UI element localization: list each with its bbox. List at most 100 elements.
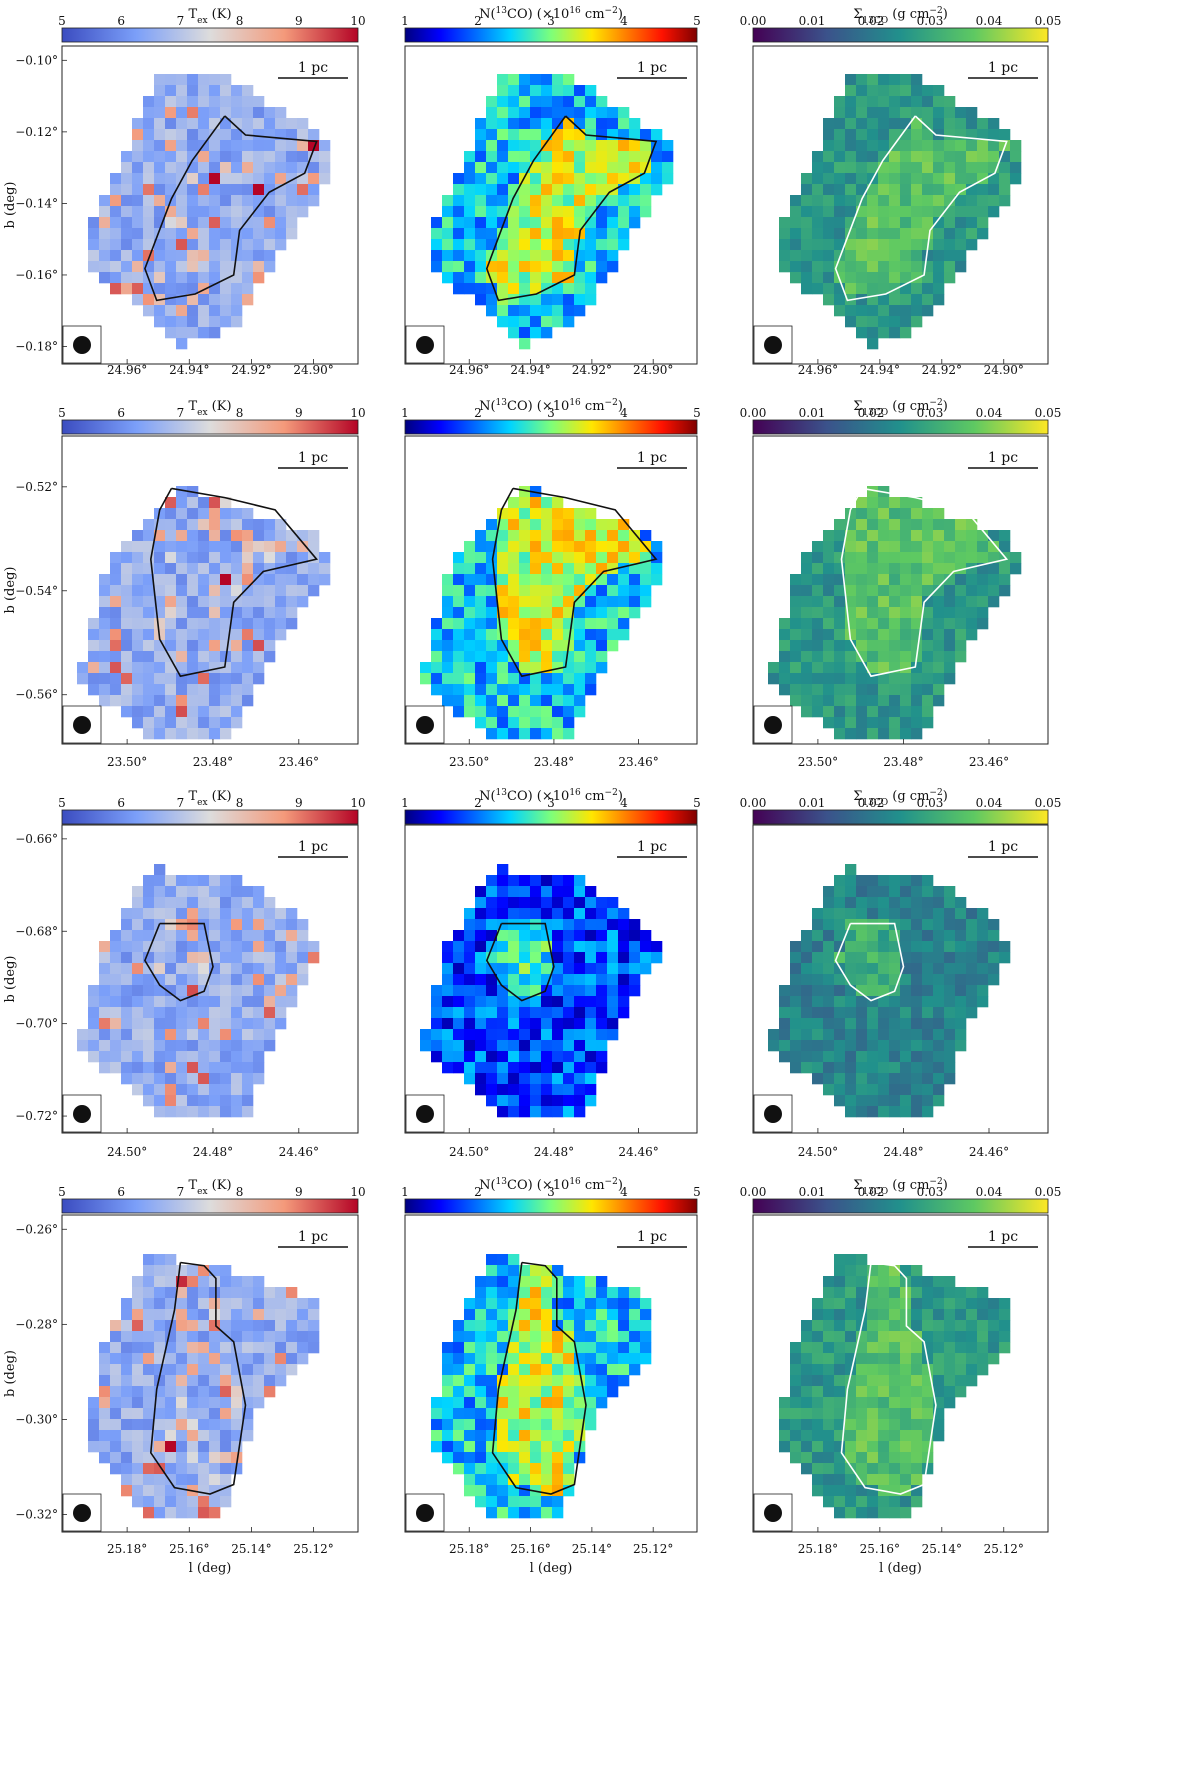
map-pixel <box>574 963 586 975</box>
map-pixel <box>922 294 934 306</box>
map-pixel <box>431 1419 443 1431</box>
map-pixel <box>911 1331 923 1343</box>
map-pixel <box>845 640 857 652</box>
map-pixel <box>889 250 901 262</box>
map-pixel <box>596 596 608 608</box>
map-pixel <box>231 151 243 163</box>
map-pixel <box>165 908 177 920</box>
map-pixel <box>834 1430 846 1442</box>
map-pixel <box>264 217 276 229</box>
map-pixel <box>629 585 641 597</box>
map-pixel <box>198 1106 210 1118</box>
map-pixel <box>198 250 210 262</box>
map-pixel <box>900 941 912 953</box>
x-tick-label: 25.18° <box>798 1542 838 1556</box>
map-pixel <box>154 316 166 328</box>
map-pixel <box>519 897 531 909</box>
map-pixel <box>275 930 287 942</box>
map-pixel <box>922 886 934 898</box>
map-pixel <box>209 552 221 564</box>
map-pixel <box>585 118 597 130</box>
map-pixel <box>286 974 298 986</box>
map-pixel <box>88 996 100 1008</box>
map-pixel <box>154 1073 166 1085</box>
map-pixel <box>519 1386 531 1398</box>
map-pixel <box>275 908 287 920</box>
map-pixel <box>132 930 144 942</box>
map-pixel <box>878 673 890 685</box>
map-pixel <box>530 1073 542 1085</box>
map-pixel <box>297 1309 309 1321</box>
map-pixel <box>530 952 542 964</box>
map-pixel <box>475 651 487 663</box>
map-pixel <box>834 1062 846 1074</box>
map-pixel <box>275 217 287 229</box>
map-pixel <box>933 1419 945 1431</box>
map-pixel <box>530 283 542 295</box>
map-pixel <box>519 1507 531 1519</box>
map-pixel <box>889 1062 901 1074</box>
map-pixel <box>966 963 978 975</box>
map-pixel <box>845 228 857 240</box>
map-pixel <box>563 919 575 931</box>
map-pixel <box>618 173 630 185</box>
map-pixel <box>790 272 802 284</box>
map-pixel <box>275 596 287 608</box>
map-pixel <box>88 1018 100 1030</box>
map-pixel <box>823 1040 835 1052</box>
map-pixel <box>176 239 188 251</box>
map-pixel <box>508 74 520 86</box>
map-pixel <box>453 195 465 207</box>
map-pixel <box>442 1051 454 1063</box>
map-pixel <box>143 908 155 920</box>
map-pixel <box>286 919 298 931</box>
map-pixel <box>779 1029 791 1041</box>
map-pixel <box>508 1441 520 1453</box>
map-pixel <box>889 596 901 608</box>
map-pixel <box>911 695 923 707</box>
map-pixel <box>640 173 652 185</box>
map-pixel <box>845 963 857 975</box>
map-pixel <box>845 1265 857 1277</box>
map-pixel <box>823 1062 835 1074</box>
map-pixel <box>220 952 232 964</box>
map-pixel <box>132 651 144 663</box>
map-pixel <box>475 941 487 953</box>
map-pixel <box>143 1309 155 1321</box>
map-pixel <box>508 886 520 898</box>
map-pixel <box>187 662 199 674</box>
map-pixel <box>442 1408 454 1420</box>
x-tick-label: 23.50° <box>449 755 489 769</box>
map-pixel <box>519 1265 531 1277</box>
map-pixel <box>519 1419 531 1431</box>
scale-bar-label: 1 pc <box>298 450 328 466</box>
map-pixel <box>845 129 857 141</box>
map-pixel <box>508 129 520 141</box>
map-pixel <box>574 952 586 964</box>
map-pixel <box>442 1397 454 1409</box>
map-pixel <box>955 941 967 953</box>
map-pixel <box>110 261 122 273</box>
map-pixel <box>563 952 575 964</box>
map-pixel <box>552 1287 564 1299</box>
map-pixel <box>154 618 166 630</box>
map-pixel <box>845 508 857 520</box>
map-pixel <box>911 886 923 898</box>
map-pixel <box>585 585 597 597</box>
map-pixel <box>198 118 210 130</box>
map-pixel <box>154 717 166 729</box>
map-pixel <box>889 1430 901 1442</box>
map-pixel <box>834 118 846 130</box>
map-pixel <box>231 563 243 575</box>
map-pixel <box>508 1463 520 1475</box>
map-pixel <box>519 162 531 174</box>
map-pixel <box>856 1419 868 1431</box>
x-tick-label: 25.18° <box>449 1542 489 1556</box>
map-pixel <box>508 1309 520 1321</box>
map-pixel <box>176 1342 188 1354</box>
map-pixel <box>187 574 199 586</box>
map-pixel <box>176 875 188 887</box>
map-pixel <box>845 974 857 986</box>
map-pixel <box>563 1095 575 1107</box>
map-pixel <box>475 662 487 674</box>
